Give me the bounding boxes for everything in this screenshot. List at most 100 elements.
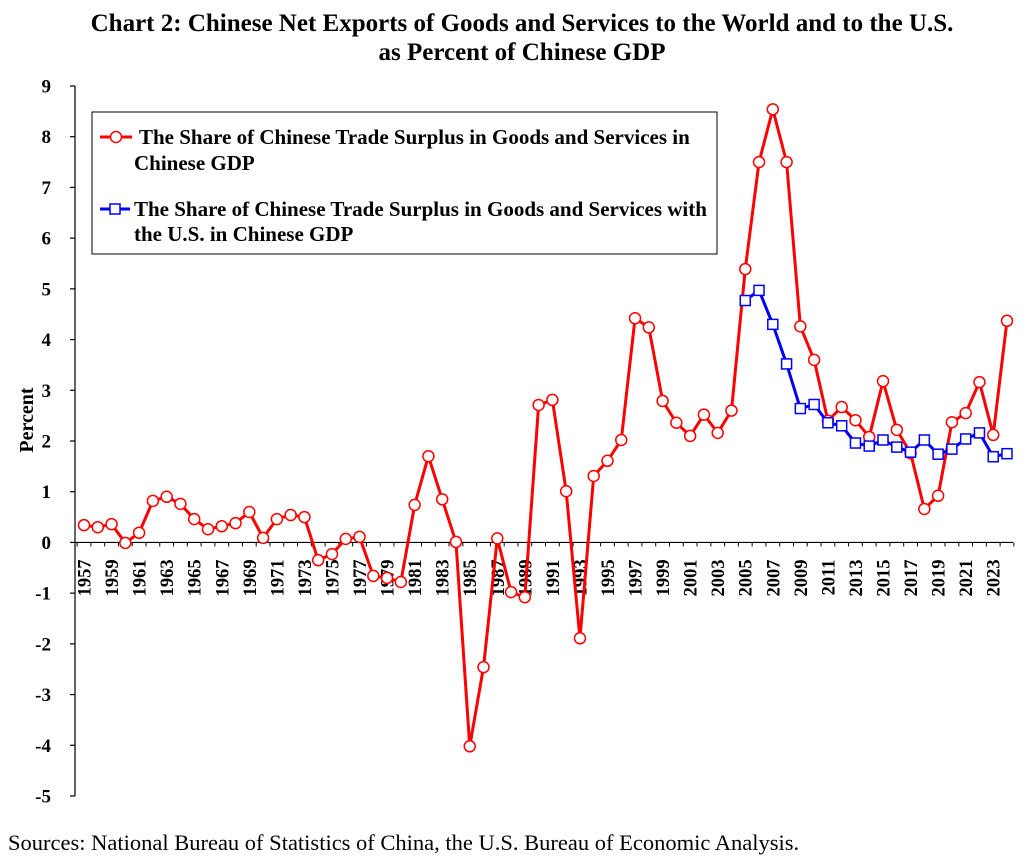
x-tick-label: 2007 bbox=[764, 559, 784, 596]
us-surplus-series-point bbox=[918, 434, 931, 446]
us-surplus-series-point bbox=[877, 434, 889, 446]
x-tick-label: 1967 bbox=[213, 559, 233, 596]
x-tick-label: 2003 bbox=[709, 559, 729, 596]
world-surplus-series-point bbox=[615, 433, 628, 447]
world-surplus-series-point bbox=[215, 519, 229, 533]
x-tick-label: 1991 bbox=[544, 559, 564, 596]
us-surplus-series-point bbox=[1001, 447, 1013, 460]
x-tick-label: 2017 bbox=[902, 559, 922, 596]
legend-us-marker bbox=[109, 203, 121, 215]
world-surplus-series-point bbox=[284, 508, 297, 522]
world-surplus-series-point bbox=[339, 532, 352, 546]
legend-us-label-line-1: The Share of Chinese Trade Surplus in Go… bbox=[134, 197, 707, 221]
world-surplus-series-point bbox=[766, 103, 780, 116]
world-surplus-series-point bbox=[449, 535, 463, 549]
world-surplus-series-point bbox=[807, 353, 821, 367]
world-surplus-series-point bbox=[849, 413, 862, 427]
x-tick-label: 1983 bbox=[434, 559, 454, 596]
world-surplus-series-point bbox=[559, 484, 573, 498]
world-surplus-series-point bbox=[945, 415, 959, 429]
world-surplus-series-point bbox=[477, 660, 490, 674]
x-tick-label: 1961 bbox=[131, 559, 151, 596]
x-tick-label: 2013 bbox=[847, 559, 867, 596]
y-tick-label: 4 bbox=[42, 330, 52, 351]
us-surplus-series-point bbox=[987, 450, 999, 463]
world-surplus-series-point bbox=[711, 426, 724, 440]
us-surplus-series-point bbox=[904, 446, 917, 458]
world-surplus-series-point bbox=[435, 493, 449, 506]
world-surplus-series-point bbox=[256, 531, 270, 545]
world-surplus-series-point bbox=[697, 408, 711, 421]
world-surplus-series-point bbox=[353, 530, 366, 544]
world-surplus-series-point bbox=[160, 490, 173, 504]
world-surplus-series-point bbox=[670, 416, 683, 429]
world-surplus-series-point bbox=[270, 512, 284, 526]
x-tick-label: 1975 bbox=[323, 559, 343, 596]
y-axis-label: Percent bbox=[16, 387, 38, 452]
legend: The Share of Chinese Trade Surplus in Go… bbox=[91, 111, 718, 255]
x-tick-label: 2019 bbox=[930, 559, 950, 596]
us-surplus-series-point bbox=[959, 433, 972, 445]
world-surplus-series-point bbox=[91, 520, 105, 534]
legend-box bbox=[91, 111, 718, 255]
world-surplus-series-point bbox=[656, 394, 669, 408]
x-tick-label: 1977 bbox=[351, 559, 371, 596]
y-tick-label: 8 bbox=[42, 127, 52, 148]
world-surplus-series-point bbox=[918, 502, 931, 516]
world-surplus-series-point bbox=[463, 740, 476, 753]
x-tick-label: 1963 bbox=[158, 559, 178, 596]
y-axis-ticks: 9 8 7 6 5 4 3 2 1 0 -1 -2 -3 -4 -5 bbox=[35, 77, 75, 808]
x-tick-label: 1971 bbox=[268, 559, 288, 596]
x-tick-label: 2021 bbox=[957, 559, 977, 596]
world-surplus-series-point bbox=[890, 423, 904, 437]
world-surplus-series-point bbox=[876, 374, 890, 388]
us-surplus-series-point bbox=[808, 398, 820, 411]
us-surplus-series-point bbox=[835, 420, 848, 432]
legend-world-label-line-1: The Share of Chinese Trade Surplus in Go… bbox=[139, 125, 690, 149]
world-surplus-series-point bbox=[683, 429, 697, 443]
x-tick-label: 2011 bbox=[819, 559, 839, 595]
world-surplus-series-point bbox=[105, 517, 118, 531]
y-tick-label: 3 bbox=[42, 381, 52, 402]
world-surplus-series-point bbox=[394, 575, 408, 589]
x-tick-label: 1981 bbox=[406, 559, 426, 596]
us-surplus-series-point bbox=[767, 318, 779, 331]
y-tick-label: 9 bbox=[42, 77, 52, 98]
chart-title-line-1: Chart 2: Chinese Net Exports of Goods an… bbox=[91, 10, 954, 37]
world-surplus-series-point bbox=[77, 518, 91, 532]
legend-us-label-line-2: the U.S. in Chinese GDP bbox=[134, 222, 354, 246]
chart-title-line-2: as Percent of Chinese GDP bbox=[379, 39, 666, 66]
world-surplus-series-point bbox=[325, 547, 339, 561]
y-tick-label: 6 bbox=[42, 229, 52, 250]
x-tick-label: 1995 bbox=[599, 559, 619, 596]
world-surplus-series-point bbox=[119, 536, 132, 550]
x-tick-label: 1965 bbox=[186, 559, 206, 596]
us-surplus-series-point bbox=[780, 358, 793, 370]
world-surplus-series-point bbox=[794, 320, 807, 333]
world-surplus-series-point bbox=[243, 505, 256, 519]
x-tick-label: 2009 bbox=[792, 559, 812, 596]
world-surplus-series-point bbox=[628, 312, 642, 325]
world-surplus-series-point bbox=[642, 321, 656, 334]
world-surplus-series-point bbox=[835, 400, 848, 414]
world-surplus-series-point bbox=[1000, 314, 1014, 328]
world-surplus-series-point bbox=[229, 516, 242, 530]
y-tick-label: 7 bbox=[42, 178, 52, 199]
y-tick-label: -4 bbox=[35, 736, 51, 757]
y-tick-label: 5 bbox=[42, 279, 52, 300]
world-surplus-series-point bbox=[408, 498, 421, 512]
x-tick-label: 2005 bbox=[737, 559, 757, 596]
us-surplus-series-point bbox=[753, 284, 765, 297]
y-tick-label: -5 bbox=[35, 787, 51, 808]
legend-world-label-line-2: Chinese GDP bbox=[134, 151, 255, 175]
us-surplus-series-point bbox=[739, 294, 752, 307]
world-surplus-series-point bbox=[201, 522, 215, 536]
world-surplus-series-point bbox=[780, 155, 793, 169]
us-surplus-series-point bbox=[932, 448, 944, 460]
x-tick-label: 1969 bbox=[241, 559, 261, 596]
x-tick-label: 2015 bbox=[875, 559, 895, 596]
y-tick-label: -2 bbox=[35, 634, 51, 655]
world-surplus-series-point bbox=[986, 428, 1000, 442]
x-tick-label: 1997 bbox=[627, 559, 647, 596]
world-surplus-series-point bbox=[931, 489, 945, 503]
